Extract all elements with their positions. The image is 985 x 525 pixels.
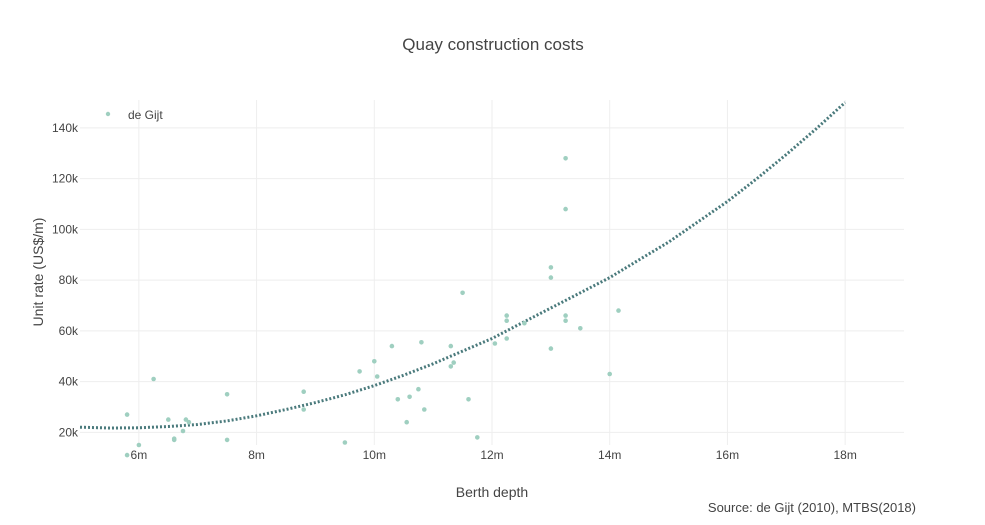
data-point	[301, 407, 307, 412]
data-point	[416, 386, 421, 392]
data-point	[607, 371, 612, 377]
data-point	[522, 320, 527, 326]
data-point	[357, 369, 362, 374]
x-tick-label: 6m	[131, 448, 148, 462]
data-point	[124, 412, 130, 417]
data-point	[186, 419, 192, 425]
data-point	[548, 346, 554, 351]
data-point	[504, 336, 510, 341]
data-point	[407, 394, 412, 400]
data-point	[460, 290, 465, 296]
y-axis-title: Unit rate (US$/m)	[30, 218, 46, 327]
data-point	[404, 419, 410, 425]
data-point	[395, 397, 401, 402]
trend-line	[79, 101, 847, 430]
data-point	[448, 343, 454, 349]
x-tick-label: 12m	[480, 448, 503, 462]
data-point	[548, 265, 554, 270]
data-point	[504, 318, 510, 324]
chart-title: Quay construction costs	[402, 35, 583, 54]
legend[interactable]: de Gijt	[105, 108, 164, 122]
data-point	[136, 442, 142, 448]
x-tick-labels: 6m 8m 10m 12m 14m 16m 18m	[131, 448, 857, 462]
y-tick-label: 100k	[52, 222, 79, 236]
data-point	[124, 452, 130, 458]
data-point	[475, 435, 480, 440]
data-point	[372, 359, 377, 364]
data-point	[563, 156, 568, 161]
data-point	[504, 313, 510, 318]
legend-label: de Gijt	[128, 108, 163, 122]
x-axis-title: Berth depth	[456, 484, 528, 500]
data-point	[466, 397, 471, 402]
y-tick-labels: 20k 40k 60k 80k 100k 120k 140k	[52, 121, 79, 439]
data-point	[224, 437, 230, 443]
data-point	[224, 392, 230, 397]
data-point	[374, 374, 380, 379]
data-point	[342, 440, 348, 445]
source-note: Source: de Gijt (2010), MTBS(2018)	[708, 500, 916, 515]
data-point	[171, 436, 177, 442]
y-tick-label: 140k	[52, 121, 79, 135]
data-point	[548, 275, 554, 280]
data-point	[166, 417, 171, 422]
data-point	[389, 343, 395, 349]
data-point	[180, 428, 186, 434]
data-point	[563, 206, 568, 212]
grid	[80, 100, 904, 445]
y-tick-label: 20k	[59, 425, 79, 439]
data-point	[451, 360, 457, 365]
x-tick-label: 16m	[716, 448, 739, 462]
data-point	[563, 318, 568, 324]
data-point	[448, 364, 454, 369]
x-tick-label: 8m	[248, 448, 265, 462]
data-point	[563, 313, 568, 318]
y-tick-label: 60k	[59, 324, 79, 338]
data-point	[419, 340, 424, 345]
data-point	[151, 376, 156, 382]
y-tick-label: 120k	[52, 172, 79, 186]
trend-line-path	[79, 101, 847, 430]
y-tick-label: 40k	[59, 375, 79, 389]
data-points	[124, 156, 621, 458]
data-point	[422, 407, 427, 412]
legend-marker	[105, 111, 111, 117]
data-point	[578, 326, 583, 331]
data-point	[492, 341, 498, 346]
y-tick-label: 80k	[59, 273, 79, 287]
x-tick-label: 18m	[833, 448, 856, 462]
x-tick-label: 14m	[598, 448, 621, 462]
data-point	[616, 308, 621, 313]
data-point	[183, 417, 189, 422]
data-point	[301, 389, 307, 395]
x-tick-label: 10m	[363, 448, 386, 462]
